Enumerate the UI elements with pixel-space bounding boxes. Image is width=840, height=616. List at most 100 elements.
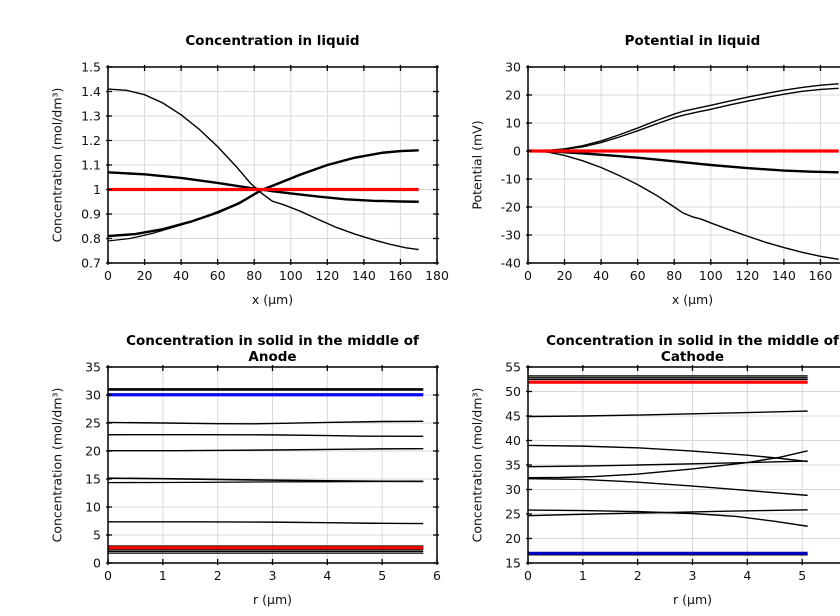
y-tick-label: 30 bbox=[85, 388, 101, 403]
y-tick-label: 1.4 bbox=[81, 84, 101, 99]
series-concentration-curve-rise-thin bbox=[107, 150, 419, 242]
y-tick-label: 50 bbox=[505, 384, 521, 399]
series-anode-line-20 bbox=[108, 447, 424, 452]
x-tick-label: 3 bbox=[689, 568, 697, 583]
x-tick-label: 40 bbox=[173, 268, 189, 283]
chart-concentration-in-liquid: 0 20 40 60 80 100 120 140 160 180 0.7 0.8 0.9 1 1.1 1.2… bbox=[40, 16, 460, 316]
x-tick-label: 20 bbox=[137, 268, 153, 283]
x-tick-label: 0 bbox=[524, 568, 532, 583]
y-tick-label: 1.2 bbox=[81, 133, 101, 148]
chart-title: Concentration in solid in the middle of … bbox=[126, 333, 419, 365]
y-axis-label: Concentration (mol/dm³) bbox=[49, 387, 65, 543]
x-tick-label: 160 bbox=[809, 268, 833, 283]
x-tick-label: 1 bbox=[159, 568, 167, 583]
y-tick-label: 35 bbox=[85, 360, 101, 375]
x-tick-label: 140 bbox=[772, 268, 796, 283]
chart-title: Concentration in solid in the middle of … bbox=[546, 333, 839, 365]
y-tick-label: 10 bbox=[85, 500, 101, 515]
x-tick-label: 100 bbox=[699, 268, 723, 283]
y-tick-label: 15 bbox=[85, 472, 101, 487]
x-tick-label: 120 bbox=[735, 268, 759, 283]
y-tick-label: -10 bbox=[501, 172, 521, 187]
y-tick-label: 0.7 bbox=[81, 256, 101, 271]
series-concentration-curve-rise-thick bbox=[107, 149, 419, 238]
series-potential-curve-mild-decline bbox=[527, 149, 839, 174]
x-tick-label: 2 bbox=[634, 568, 642, 583]
plot-frame bbox=[527, 366, 840, 564]
series-cathode-line-32-decline bbox=[527, 478, 808, 497]
plot-frame bbox=[527, 66, 840, 264]
y-tick-label: 15 bbox=[505, 556, 521, 571]
y-tick-label: 1.3 bbox=[81, 109, 101, 124]
x-tick-label: 4 bbox=[743, 568, 751, 583]
y-tick-label: -40 bbox=[501, 256, 521, 271]
series-cathode-line-32-rise bbox=[527, 450, 808, 479]
x-tick-label: 60 bbox=[210, 268, 226, 283]
potential-in-liquid-plot: 020406080100120140160180-40-30-20-100102… bbox=[501, 60, 840, 283]
y-tick-label: 1 bbox=[93, 182, 101, 197]
y-tick-label: 25 bbox=[505, 507, 521, 522]
plot-frame bbox=[107, 66, 438, 264]
x-axis-label: x (µm) bbox=[251, 292, 294, 307]
series-potential-curve-rise-upper bbox=[527, 83, 839, 152]
y-tick-label: -30 bbox=[501, 228, 521, 243]
concentration-in-liquid-plot: 0 20 40 60 80 100 120 140 160 180 0.7 0.8 0.9 1 1.1 1.2… bbox=[81, 60, 449, 284]
series-concentration-curve-mild-decline bbox=[107, 171, 419, 203]
series-potential-curve-steep-decline bbox=[527, 150, 839, 261]
x-tick-label: 0 bbox=[524, 268, 532, 283]
y-tick-label: 20 bbox=[85, 444, 101, 459]
x-tick-label: 6 bbox=[433, 568, 441, 583]
y-tick-label: 30 bbox=[505, 60, 521, 75]
y-axis-label: Concentration (mol/dm³) bbox=[469, 387, 485, 543]
x-tick-label: 60 bbox=[630, 268, 646, 283]
chart-potential-in-liquid: 020406080100120140160180-40-30-20-100102… bbox=[460, 16, 840, 316]
y-tick-label: 55 bbox=[505, 360, 521, 375]
x-tick-label: 20 bbox=[557, 268, 573, 283]
x-tick-label: 5 bbox=[378, 568, 386, 583]
x-tick-label: 80 bbox=[666, 268, 682, 283]
series-cathode-line-39-decline bbox=[527, 444, 808, 463]
chart-concentration-solid-cathode: 0123456152025303540455055 Concentration … bbox=[460, 316, 840, 616]
plot-grid: 0 20 40 60 80 100 120 140 160 180 0.7 0.8 0.9 1 1.1 1.2… bbox=[40, 16, 840, 607]
series-concentration-curve-steep-decline bbox=[107, 88, 419, 251]
chart-title: Concentration in liquid bbox=[185, 33, 360, 49]
x-tick-label: 140 bbox=[352, 268, 376, 283]
y-tick-label: 20 bbox=[505, 88, 521, 103]
x-tick-label: 80 bbox=[246, 268, 262, 283]
series-cathode-line-26-decline bbox=[527, 509, 808, 527]
plot-frame bbox=[107, 366, 438, 564]
y-tick-label: 1.5 bbox=[81, 60, 101, 75]
x-tick-label: 120 bbox=[315, 268, 339, 283]
series-potential-curve-rise-lower bbox=[527, 87, 839, 152]
chart-concentration-solid-anode: 0 1 2 3 4 5 6 0 5 10 15 20 25 30 35 Concentration in s… bbox=[40, 316, 460, 616]
y-tick-label: 0 bbox=[513, 144, 521, 159]
x-tick-label: 180 bbox=[425, 268, 449, 283]
x-tick-label: 5 bbox=[798, 568, 806, 583]
x-tick-label: 0 bbox=[104, 568, 112, 583]
series-cathode-line-25-rise bbox=[527, 509, 808, 517]
x-tick-label: 2 bbox=[214, 568, 222, 583]
y-tick-label: 40 bbox=[505, 433, 521, 448]
x-axis-label: x (µm) bbox=[671, 292, 714, 307]
series-anode-line-25 bbox=[107, 420, 424, 425]
x-tick-label: 4 bbox=[323, 568, 331, 583]
series-anode-line-7 bbox=[108, 521, 424, 525]
x-tick-label: 1 bbox=[579, 568, 587, 583]
y-tick-label: 10 bbox=[505, 116, 521, 131]
x-tick-label: 0 bbox=[104, 268, 112, 283]
y-tick-label: 0.8 bbox=[81, 231, 101, 246]
y-tick-label: 1.1 bbox=[81, 158, 101, 173]
y-tick-label: 0.9 bbox=[81, 207, 101, 222]
series-cathode-line-35-rise bbox=[527, 460, 808, 468]
series-cathode-line-45 bbox=[527, 410, 808, 418]
y-tick-label: 0 bbox=[93, 556, 101, 571]
concentration-solid-anode-plot: 0 1 2 3 4 5 6 0 5 10 15 20 25 30 35 bbox=[85, 360, 441, 584]
x-tick-label: 3 bbox=[269, 568, 277, 583]
concentration-solid-cathode-plot: 0123456152025303540455055 bbox=[505, 360, 840, 583]
y-tick-label: 30 bbox=[505, 482, 521, 497]
y-tick-label: 35 bbox=[505, 458, 521, 473]
y-axis-label: Concentration (mol/dm³) bbox=[49, 87, 65, 243]
y-axis-label: Potential (mV) bbox=[469, 120, 485, 210]
series-anode-line-23 bbox=[107, 433, 424, 438]
x-tick-label: 40 bbox=[593, 268, 609, 283]
